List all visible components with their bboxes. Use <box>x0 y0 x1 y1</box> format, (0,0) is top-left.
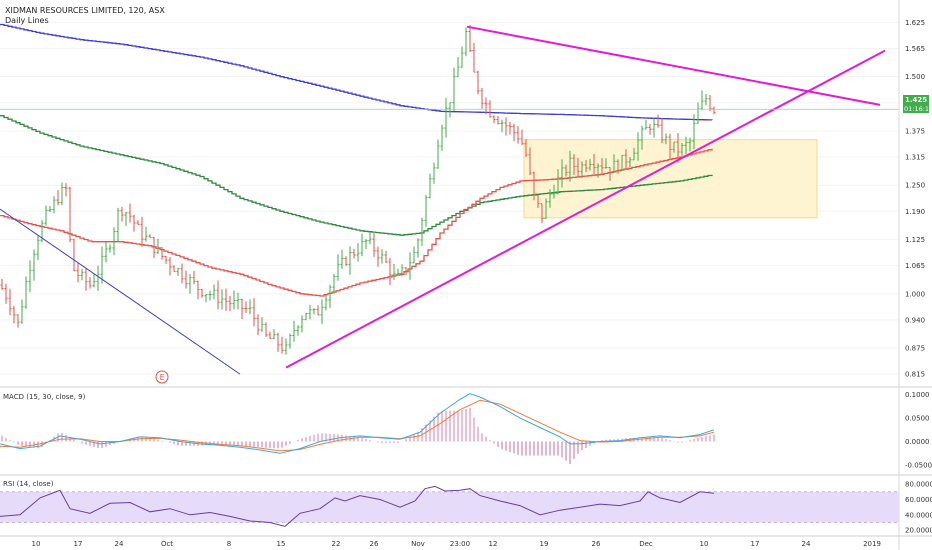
price-grid <box>0 21 899 375</box>
price-bars <box>0 25 716 355</box>
time-tick-label: 17 <box>751 540 760 548</box>
countdown-value: 01:16:14 <box>904 105 932 113</box>
rsi-tick-label: 60.0000 <box>905 496 932 504</box>
time-tick-label: 26 <box>592 540 601 548</box>
macd-pane <box>0 393 715 464</box>
price-tick-label: 0.875 <box>905 345 925 353</box>
rsi-title: RSI (14, close) <box>3 480 54 488</box>
macd-title: MACD (15, 30, close, 9) <box>3 393 86 401</box>
rsi-band <box>0 491 899 523</box>
price-tick-label: 1.565 <box>905 45 925 53</box>
trendline-2[interactable] <box>285 49 886 369</box>
chart-title: XIDMAN RESOURCES LIMITED, 120, ASX <box>5 6 165 15</box>
time-tick-label: 19 <box>540 540 549 548</box>
price-tick-label: 1.125 <box>905 236 925 244</box>
price-tick-label: 1.000 <box>905 290 925 298</box>
time-tick-label: 24 <box>115 540 124 548</box>
trendline-3[interactable] <box>0 208 241 375</box>
price-tick-label: 1.315 <box>905 154 925 162</box>
time-tick-label: Oct <box>161 540 173 548</box>
time-tick-label: 2019 <box>863 540 881 548</box>
earnings-circle <box>155 370 169 384</box>
price-tick-label: 1.500 <box>905 73 925 81</box>
price-tick-label: 1.190 <box>905 208 925 216</box>
macd-tick-label: 0.0500 <box>905 415 930 423</box>
price-tag-bg <box>903 95 929 104</box>
macd-line <box>0 393 715 454</box>
time-tick-label: Nov <box>411 540 425 548</box>
time-tick-label: 26 <box>370 540 379 548</box>
ma-line-3 <box>0 148 713 297</box>
time-tick-label: 17 <box>74 540 83 548</box>
price-tag-value: 1.425 <box>905 96 927 104</box>
current-price-tag: 1.425 01:16:14 <box>903 95 932 113</box>
macd-tick-label: -0.0500 <box>905 462 932 470</box>
rsi-pane <box>0 485 899 527</box>
price-tick-label: 1.065 <box>905 262 925 270</box>
earnings-letter: E <box>160 373 165 382</box>
time-axis[interactable]: 10 17 24 Oct 8 15 22 26 Nov 23:00 12 19 26 Dec 10 17 24 2… <box>32 540 881 548</box>
time-tick-label: 12 <box>489 540 498 548</box>
macd-axis: 0.1000 0.0500 0.0000 -0.0500 <box>905 391 932 469</box>
macd-tick-label: 0.1000 <box>905 391 930 399</box>
price-tick-label: 1.625 <box>905 19 925 27</box>
time-tick-label: Dec <box>639 540 653 548</box>
rsi-line <box>0 485 715 527</box>
ma-line-1 <box>0 23 713 121</box>
ma-line-2 <box>0 115 713 236</box>
countdown-bg <box>903 104 929 113</box>
price-tick-label: 1.375 <box>905 127 925 135</box>
time-tick-label: 24 <box>802 540 811 548</box>
time-tick-label: 10 <box>32 540 41 548</box>
earnings-marker[interactable]: E <box>155 370 169 384</box>
time-tick-label: 15 <box>277 540 286 548</box>
macd-tick-label: 0.0000 <box>905 438 930 446</box>
rsi-tick-label: 40.0000 <box>905 511 932 519</box>
time-tick-label: 22 <box>332 540 341 548</box>
price-tick-label: 0.815 <box>905 371 925 379</box>
time-tick-label: 8 <box>227 540 231 548</box>
price-tick-label: 1.250 <box>905 182 925 190</box>
price-tick-label: 0.940 <box>905 316 925 324</box>
time-tick-label: 23:00 <box>450 540 470 548</box>
moving-averages <box>0 23 713 297</box>
trendlines[interactable] <box>0 25 886 375</box>
time-tick-label: 10 <box>700 540 709 548</box>
rsi-tick-label: 20.0000 <box>905 527 932 535</box>
rsi-axis: 80.0000 60.0000 40.0000 20.0000 <box>905 481 932 535</box>
rsi-tick-label: 80.0000 <box>905 481 932 489</box>
indicator-label: Daily Lines <box>5 16 49 25</box>
trendline-1[interactable] <box>466 25 881 106</box>
